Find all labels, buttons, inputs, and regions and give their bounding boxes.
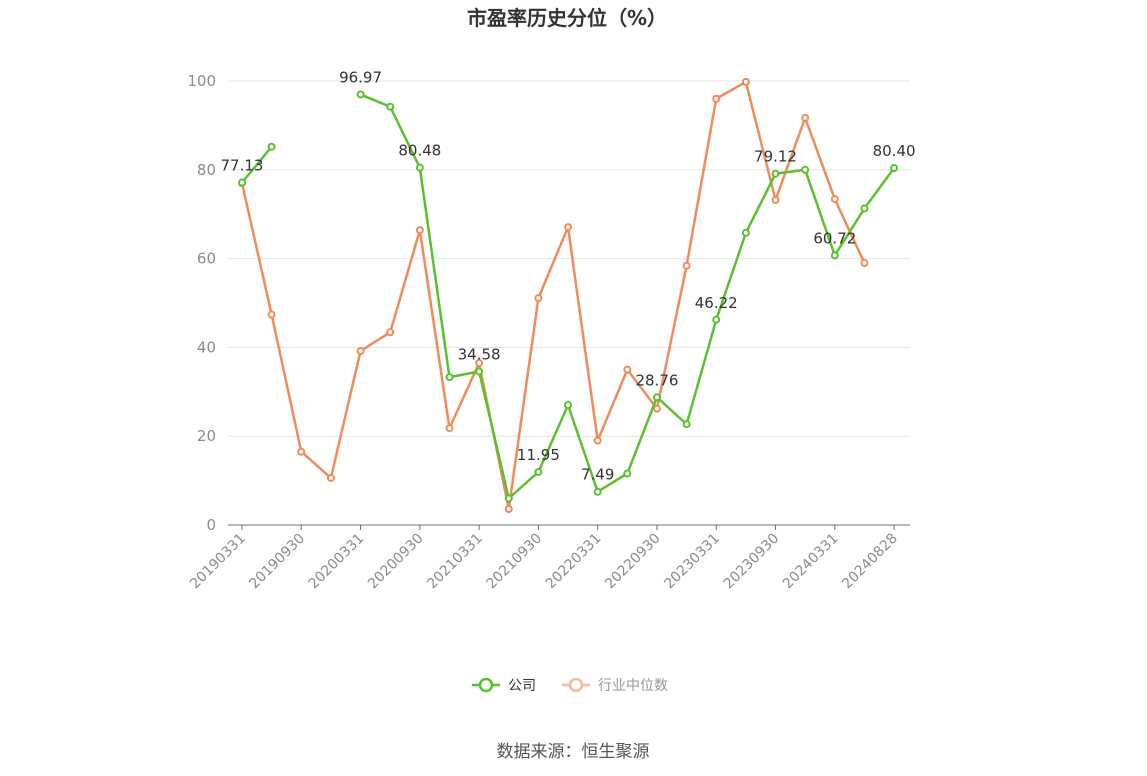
axes: 0 20 40 60 80 100 2019033120190930202003312020… [187, 72, 910, 592]
legend[interactable]: 公司 行业中位数 [472, 677, 668, 694]
data-point[interactable] [386, 102, 395, 111]
y-tick-label: 80 [197, 161, 216, 179]
data-point[interactable] [475, 358, 484, 367]
data-point[interactable] [682, 261, 691, 270]
data-label: 79.12 [754, 148, 797, 166]
legend-item-industry-median[interactable]: 行业中位数 [562, 677, 668, 694]
x-tick-label: 20220331 [543, 531, 605, 593]
x-tick-label: 20210331 [424, 531, 486, 593]
grid-lines [228, 80, 910, 437]
data-point[interactable] [652, 404, 661, 413]
x-tick-label: 20190331 [187, 531, 249, 593]
data-point[interactable] [830, 195, 839, 204]
series-line [240, 145, 273, 184]
data-point[interactable] [297, 447, 306, 456]
data-point[interactable] [623, 469, 632, 478]
data-point[interactable] [741, 228, 750, 237]
x-tick-label: 20230331 [661, 531, 723, 593]
data-label: 7.49 [581, 466, 614, 484]
legend-marker-icon [478, 677, 494, 693]
data-point[interactable] [326, 473, 335, 482]
data-point[interactable] [534, 467, 543, 476]
data-point[interactable] [741, 77, 750, 86]
series-industry-median [238, 77, 869, 514]
legend-marker-icon [568, 677, 584, 693]
series-line [240, 80, 866, 511]
data-label: 80.40 [873, 142, 916, 160]
data-label: 80.48 [398, 142, 441, 160]
y-tick-label: 20 [197, 427, 216, 445]
data-point[interactable] [682, 420, 691, 429]
data-point[interactable] [445, 373, 454, 382]
data-point[interactable] [771, 195, 780, 204]
series-lines [238, 77, 899, 514]
data-point[interactable] [593, 436, 602, 445]
data-point[interactable] [801, 113, 810, 122]
y-tick-label: 60 [197, 250, 216, 268]
data-point[interactable] [267, 142, 276, 151]
chart-title: 市盈率历史分位（%） [467, 6, 667, 30]
data-point[interactable] [386, 328, 395, 337]
data-label: 77.13 [221, 157, 264, 175]
data-point[interactable] [267, 310, 276, 319]
data-point[interactable] [504, 494, 513, 503]
data-point[interactable] [238, 178, 246, 187]
y-tick-label: 0 [206, 516, 216, 534]
x-tick-label: 20200930 [365, 531, 427, 593]
data-point[interactable] [860, 204, 869, 213]
data-point[interactable] [860, 259, 869, 268]
data-point[interactable] [534, 294, 543, 303]
x-tick-label: 20240828 [839, 531, 901, 593]
data-label: 60.72 [813, 229, 856, 247]
x-tick-label: 20240331 [780, 531, 842, 593]
data-point[interactable] [593, 487, 602, 496]
legend-label: 公司 [508, 678, 536, 694]
data-point[interactable] [445, 424, 454, 433]
data-point[interactable] [564, 401, 573, 410]
data-point[interactable] [801, 165, 810, 174]
x-tick-label: 20230930 [721, 531, 783, 593]
data-label: 34.58 [458, 345, 501, 363]
data-point[interactable] [356, 346, 365, 355]
data-point[interactable] [890, 164, 899, 173]
data-point[interactable] [504, 505, 513, 514]
x-tick-label: 20210930 [484, 531, 546, 593]
data-point[interactable] [475, 367, 484, 376]
data-label: 28.76 [635, 371, 678, 389]
data-point[interactable] [415, 163, 424, 172]
data-point[interactable] [623, 365, 632, 374]
data-point[interactable] [652, 393, 661, 402]
data-point[interactable] [564, 223, 573, 232]
data-label: 11.95 [517, 446, 560, 464]
x-tick-label: 20220930 [602, 531, 664, 593]
data-point[interactable] [830, 251, 839, 260]
data-point[interactable] [415, 226, 424, 235]
data-label: 46.22 [695, 294, 738, 312]
data-point[interactable] [356, 90, 365, 99]
data-labels: 77.13 96.97 80.48 34.58 11.95 7.49 28.76 46.22 7… [221, 68, 916, 483]
y-tick-label: 100 [187, 72, 216, 90]
data-point[interactable] [771, 169, 780, 178]
series-company [238, 90, 899, 503]
y-tick-label: 40 [197, 338, 216, 356]
legend-label: 行业中位数 [598, 678, 668, 694]
data-point[interactable] [712, 94, 721, 103]
x-tick-label: 20190930 [246, 531, 308, 593]
x-tick-label: 20200331 [306, 531, 368, 593]
legend-item-company[interactable]: 公司 [472, 677, 536, 694]
data-label: 96.97 [339, 68, 382, 86]
data-point[interactable] [712, 315, 721, 324]
source-note: 数据来源：恒生聚源 [497, 742, 650, 762]
